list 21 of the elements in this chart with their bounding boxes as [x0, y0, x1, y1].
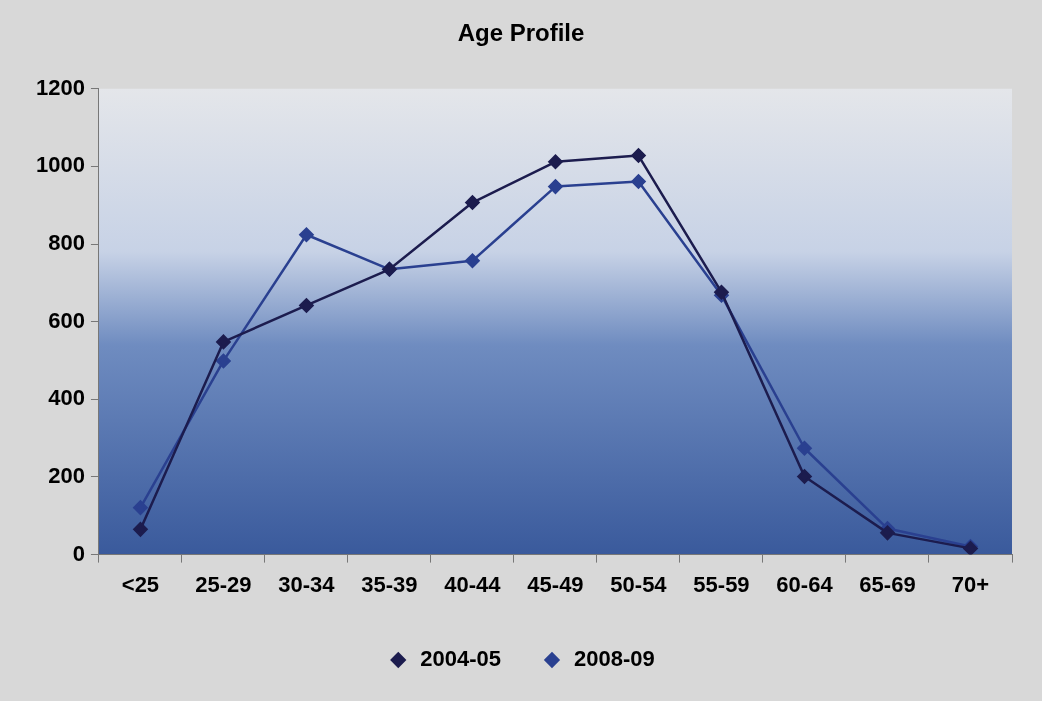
y-tick-label: 1000: [35, 152, 85, 178]
chart-title: Age Profile: [457, 19, 585, 47]
x-tick-label: 40-44: [444, 571, 502, 597]
y-tick-label: 200: [48, 463, 85, 489]
x-tick-label: 45-49: [527, 571, 584, 597]
y-tick-label: 0: [72, 540, 85, 566]
x-tick-label: <25: [121, 571, 160, 597]
x-tick-label: 35-39: [361, 571, 418, 597]
y-tick-label: 800: [48, 230, 85, 256]
y-tick-label: 600: [48, 307, 85, 333]
x-tick-label: 65-69: [859, 571, 916, 597]
legend-label: 2004-05: [420, 646, 502, 672]
x-tick-label: 30-34: [278, 571, 336, 597]
x-tick-label: 70+: [951, 571, 990, 597]
x-tick-label: 50-54: [610, 571, 668, 597]
x-tick-label: 55-59: [693, 571, 750, 597]
y-tick-label: 400: [48, 385, 85, 411]
x-tick-label: 60-64: [776, 571, 834, 597]
y-tick-label: 1200: [35, 74, 85, 100]
legend-label: 2008-09: [574, 646, 655, 672]
x-tick-label: 25-29: [195, 571, 252, 597]
